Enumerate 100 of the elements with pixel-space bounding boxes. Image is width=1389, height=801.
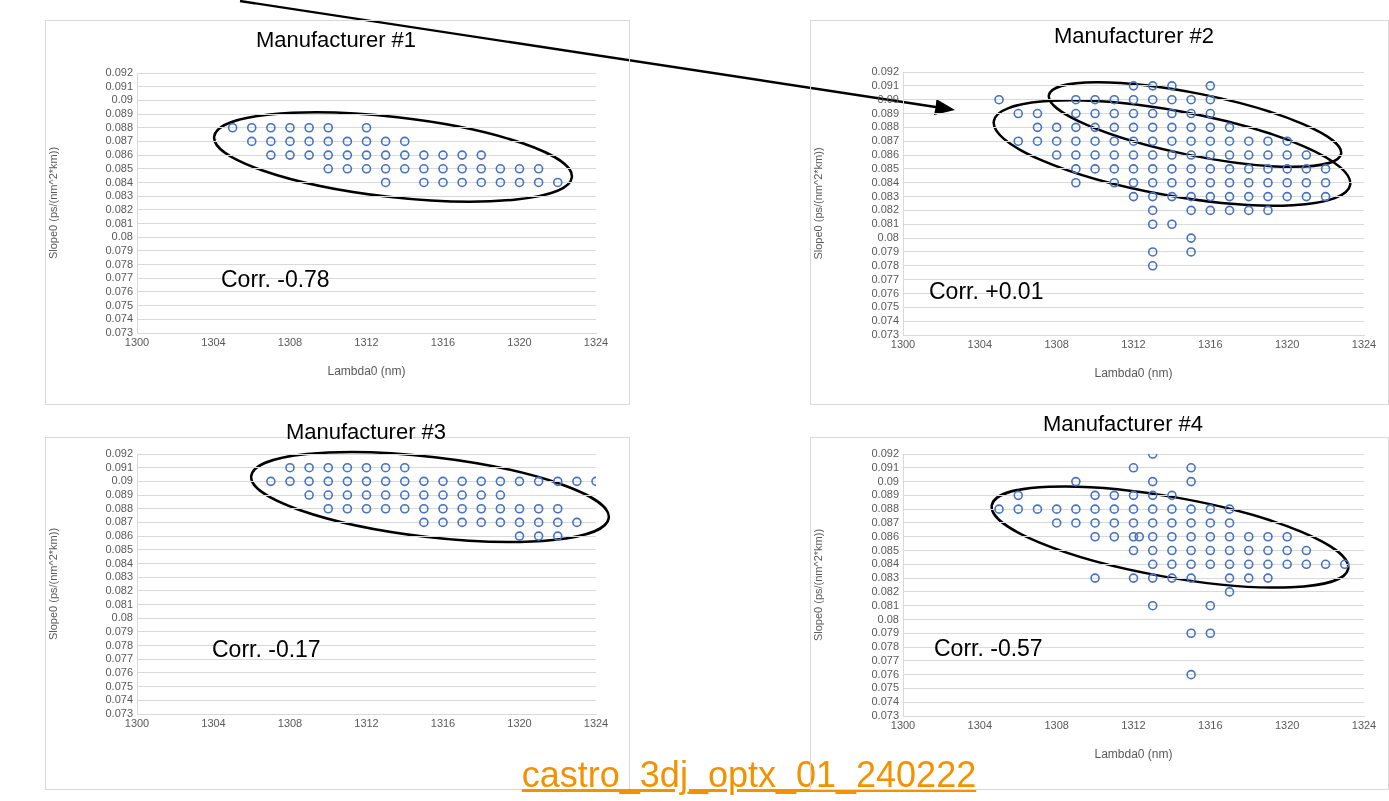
y-tick-label: 0.089: [871, 488, 899, 501]
y-axis-title: Slope0 (ps/(nm^2*km)): [811, 528, 824, 642]
y-tick-label: 0.079: [105, 243, 133, 256]
y-tick-label: 0.092: [105, 66, 133, 79]
point: [514, 163, 525, 174]
y-tick-label: 0.087: [105, 515, 133, 528]
y-tick-label: 0.079: [105, 624, 133, 637]
y-tick-label: 0.084: [871, 175, 899, 188]
y-tick-label: 0.074: [871, 695, 899, 708]
point: [533, 177, 544, 188]
y-tick-label: 0.078: [871, 258, 899, 271]
x-tick-label: 1308: [277, 716, 303, 729]
y-tick-label: 0.081: [871, 217, 899, 230]
y-tick-label: 0.074: [105, 312, 133, 325]
y-tick-label: 0.092: [871, 447, 899, 460]
text: castro_3dj_optx_01_240222: [520, 754, 978, 796]
y-tick-label: 0.086: [105, 529, 133, 542]
x-tick-label: 1320: [507, 716, 532, 729]
point: [457, 177, 467, 188]
point: [419, 177, 429, 188]
y-tick-label: 0.086: [871, 148, 899, 161]
x-tick-label: 1316: [1198, 337, 1223, 350]
y-tick-label: 0.087: [105, 134, 133, 147]
y-tick-label: 0.09: [111, 93, 133, 106]
y-tick-label: 0.081: [105, 597, 133, 610]
point: [419, 150, 429, 160]
y-tick-label: 0.084: [105, 175, 133, 188]
y-tick-label: 0.089: [105, 488, 133, 501]
point: [323, 122, 334, 133]
y-tick-label: 0.087: [871, 515, 899, 528]
point: [361, 136, 372, 147]
x-tick-label: 1312: [1121, 337, 1146, 350]
y-tick-label: 0.091: [105, 460, 133, 473]
point: [476, 177, 487, 188]
point: [552, 177, 563, 188]
y-axis-title: Slope0 (ps/(nm^2*km)): [811, 147, 824, 260]
point: [457, 150, 467, 160]
y-tick-label: 0.083: [871, 189, 899, 202]
x-tick-label: 1324: [583, 335, 609, 348]
point: [380, 163, 391, 174]
y-tick-label: 0.092: [105, 447, 133, 460]
y-tick-label: 0.088: [105, 501, 133, 514]
x-tick-label: 1312: [354, 335, 379, 348]
x-tick-label: 1304: [967, 718, 993, 731]
y-tick-label: 0.089: [105, 107, 133, 120]
y-tick-label: 0.077: [871, 272, 899, 285]
x-tick-label: 1316: [1198, 718, 1223, 731]
y-tick-label: 0.084: [105, 556, 133, 569]
point: [246, 136, 257, 147]
annotation: Corr. +0.01: [929, 277, 1044, 306]
x-tick-label: 1316: [430, 335, 456, 348]
x-tick-label: 1308: [277, 335, 303, 348]
y-tick-label: 0.087: [871, 134, 899, 147]
point: [323, 136, 334, 147]
x-axis-title: Lambda0 (nm): [1094, 366, 1173, 381]
point: [495, 163, 506, 174]
y-tick-label: 0.085: [871, 161, 899, 174]
point: [438, 163, 448, 174]
point: [342, 163, 353, 174]
y-tick-label: 0.088: [105, 120, 133, 133]
y-tick-label: 0.09: [877, 474, 899, 487]
x-tick-label: 1324: [1351, 718, 1377, 731]
point: [399, 150, 410, 160]
point: [361, 150, 372, 160]
point: [380, 177, 391, 188]
point: [533, 163, 544, 174]
y-tick-label: 0.082: [871, 203, 899, 216]
point: [438, 150, 448, 160]
y-tick-label: 0.086: [105, 148, 133, 161]
point: [380, 150, 391, 160]
point: [342, 136, 353, 147]
y-tick-label: 0.083: [105, 570, 133, 583]
x-axis-title: Lambda0 (nm): [327, 364, 406, 379]
point: [361, 122, 372, 133]
x-tick-label: 1304: [201, 716, 226, 729]
y-tick-label: 0.077: [105, 652, 133, 665]
point: [285, 150, 295, 160]
point: [342, 150, 353, 160]
y-tick-label: 0.078: [105, 638, 133, 651]
y-tick-label: 0.083: [871, 571, 899, 584]
point: [380, 136, 391, 147]
y-tick-label: 0.086: [871, 529, 899, 542]
x-tick-label: 1324: [583, 716, 609, 729]
point: [323, 163, 334, 174]
y-tick-label: 0.09: [111, 474, 133, 487]
chart-title: Manufacturer #3: [284, 419, 448, 445]
x-tick-label: 1320: [1274, 718, 1300, 731]
y-tick-label: 0.077: [105, 271, 133, 284]
chart-title: Manufacturer #1: [254, 27, 418, 53]
y-tick-label: 0.079: [871, 244, 899, 257]
y-tick-label: 0.074: [871, 314, 899, 327]
point: [476, 150, 487, 160]
y-tick-label: 0.078: [105, 257, 133, 270]
y-tick-label: 0.08: [877, 231, 899, 244]
y-tick-label: 0.082: [105, 583, 133, 596]
y-tick-label: 0.084: [871, 557, 899, 570]
y-tick-label: 0.091: [105, 79, 133, 92]
y-tick-label: 0.076: [871, 667, 899, 680]
x-tick-label: 1304: [201, 335, 226, 348]
point: [361, 163, 372, 174]
